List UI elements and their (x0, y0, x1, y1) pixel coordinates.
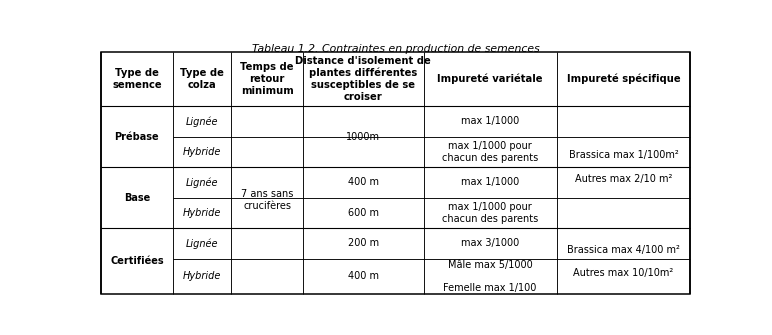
Text: Certifiées: Certifiées (110, 256, 164, 266)
Text: Mâle max 5/1000

Femelle max 1/100: Mâle max 5/1000 Femelle max 1/100 (443, 260, 537, 293)
Text: max 1/1000 pour
chacun des parents: max 1/1000 pour chacun des parents (442, 202, 538, 223)
Text: Lignée: Lignée (186, 238, 218, 249)
Text: Base: Base (124, 193, 150, 203)
Text: 7 ans sans
crucifères: 7 ans sans crucifères (241, 189, 293, 211)
Text: Brassica max 1/100m²

Autres max 2/10 m²: Brassica max 1/100m² Autres max 2/10 m² (568, 150, 679, 184)
Text: max 1/1000: max 1/1000 (461, 116, 520, 126)
Text: Type de
semence: Type de semence (112, 68, 161, 90)
Text: Tableau 1.2. Contraintes en production de semences: Tableau 1.2. Contraintes en production d… (252, 44, 540, 54)
Text: Lignée: Lignée (186, 116, 218, 127)
Text: max 1/1000 pour
chacun des parents: max 1/1000 pour chacun des parents (442, 141, 538, 163)
Text: 400 m: 400 m (347, 271, 378, 281)
Text: Hybride: Hybride (183, 208, 221, 218)
Text: Impureté spécifique: Impureté spécifique (567, 74, 680, 84)
Text: Type de
colza: Type de colza (180, 68, 224, 90)
Text: 200 m: 200 m (347, 238, 379, 248)
Text: 400 m: 400 m (347, 177, 378, 187)
Text: max 3/1000: max 3/1000 (461, 238, 520, 248)
Text: 600 m: 600 m (347, 208, 378, 218)
Text: max 1/1000: max 1/1000 (461, 177, 520, 187)
Text: Brassica max 4/100 m²

Autres max 10/10m²: Brassica max 4/100 m² Autres max 10/10m² (567, 245, 680, 278)
Text: Hybride: Hybride (183, 271, 221, 281)
Text: Impureté variétale: Impureté variétale (438, 74, 543, 84)
Text: Temps de
retour
minimum: Temps de retour minimum (240, 62, 294, 95)
Text: 1000m: 1000m (346, 132, 380, 142)
Text: Prébase: Prébase (114, 132, 159, 142)
Text: Distance d'isolement de
plantes différentes
susceptibles de se
croiser: Distance d'isolement de plantes différen… (295, 56, 431, 102)
Text: Lignée: Lignée (186, 177, 218, 188)
Text: Hybride: Hybride (183, 147, 221, 157)
